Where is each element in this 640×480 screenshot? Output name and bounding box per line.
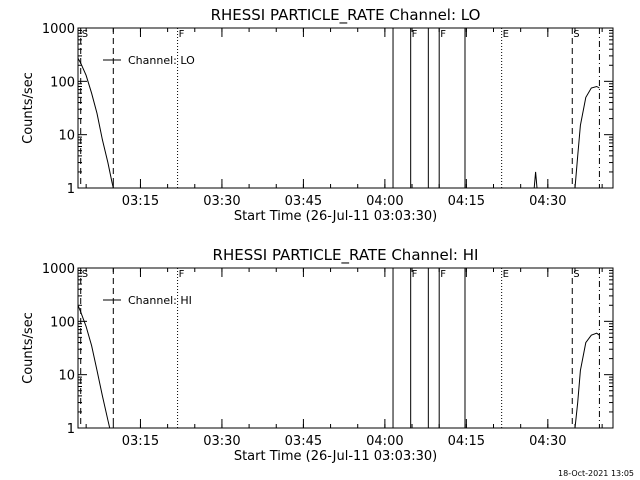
x-axis-label: Start Time (26-Jul-11 03:03:30) [234, 209, 437, 224]
y-tick-label: 1 [67, 422, 75, 437]
chart-title: RHESSI PARTICLE_RATE Channel: LO [211, 6, 481, 25]
y-tick-label: 100 [50, 75, 75, 90]
event-marker-label: S [573, 269, 579, 280]
event-marker-label: F [412, 269, 418, 280]
event-marker-label: F [412, 29, 418, 40]
y-tick-label: 1000 [42, 22, 75, 37]
footer-timestamp: 18-Oct-2021 13:05 [558, 469, 634, 478]
chart-panel-hi: RHESSI PARTICLE_RATE Channel: HI S F F F E S 1 1… [21, 246, 614, 464]
legend-label: Channel: HI [128, 294, 192, 307]
data-series-line [77, 58, 600, 189]
x-tick-label: 04:30 [529, 194, 566, 209]
x-tick-label: 04:15 [448, 434, 485, 449]
event-marker-label: E [503, 29, 509, 40]
y-tick-label: 10 [58, 369, 75, 384]
event-marker-label: F [179, 269, 185, 280]
event-marker-label: F [179, 29, 185, 40]
event-marker-label: F [440, 269, 446, 280]
x-tick-label: 03:15 [122, 194, 159, 209]
chart-title: RHESSI PARTICLE_RATE Channel: HI [213, 246, 479, 265]
plot-frame [77, 27, 614, 189]
y-tick-label: 1 [67, 182, 75, 197]
chart-panel-lo: RHESSI PARTICLE_RATE Channel: LO S F F F E S 1 1… [21, 6, 614, 224]
event-marker-label: F [440, 29, 446, 40]
x-tick-label: 03:45 [285, 434, 322, 449]
data-series-line [77, 305, 600, 429]
x-tick-label: 04:00 [366, 434, 403, 449]
y-tick-label: 1000 [42, 262, 75, 277]
y-tick-label: 100 [50, 315, 75, 330]
x-tick-label: 04:30 [529, 434, 566, 449]
x-tick-label: 03:45 [285, 194, 322, 209]
x-axis-label: Start Time (26-Jul-11 03:03:30) [234, 449, 437, 464]
event-marker-label: E [503, 269, 509, 280]
x-tick-label: 03:30 [203, 434, 240, 449]
legend-label: Channel: LO [128, 54, 195, 67]
event-marker-label: S [82, 29, 88, 40]
event-marker-label: S [82, 269, 88, 280]
x-tick-label: 04:00 [366, 194, 403, 209]
x-tick-label: 03:30 [203, 194, 240, 209]
y-tick-label: 10 [58, 129, 75, 144]
event-marker-label: S [573, 29, 579, 40]
y-axis-label: Counts/sec [21, 72, 36, 144]
y-axis-label: Counts/sec [21, 312, 36, 384]
x-tick-label: 03:15 [122, 434, 159, 449]
plot-frame [77, 267, 614, 429]
x-tick-label: 04:15 [448, 194, 485, 209]
